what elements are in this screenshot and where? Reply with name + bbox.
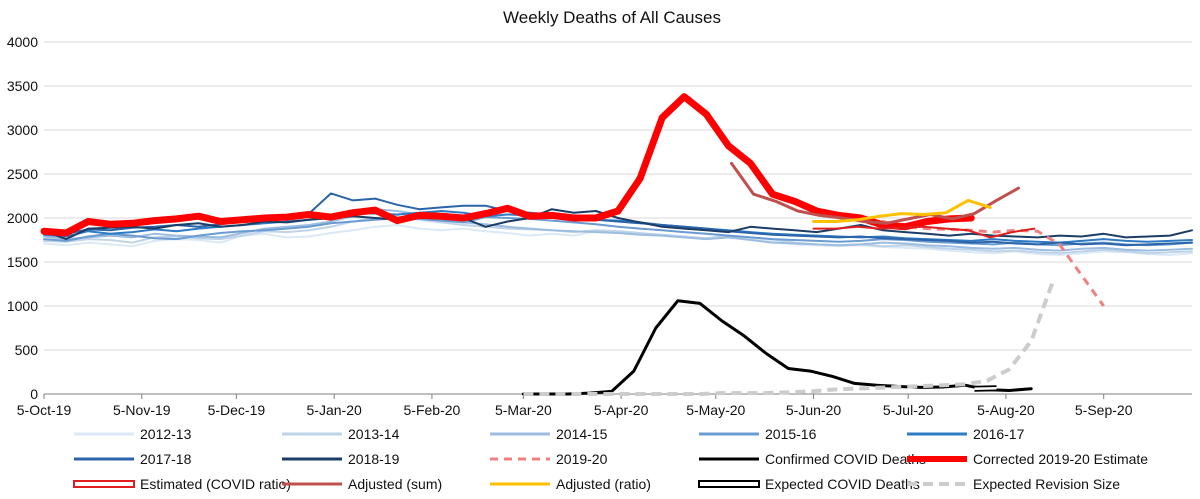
series-line-estimated-covid-ratio (812, 225, 1036, 239)
x-tick-label: 5-May-20 (686, 402, 745, 418)
legend-label: 2016-17 (973, 426, 1025, 442)
legend-label: Adjusted (ratio) (556, 476, 651, 492)
chart-title: Weekly Deaths of All Causes (503, 8, 721, 27)
legend: 2012-13 2013-14 2014-15 2015-16 2016-17 2017-… (73, 426, 1148, 492)
legend-label: Confirmed COVID Deaths (765, 451, 926, 467)
legend-label: Expected Revision Size (973, 476, 1120, 492)
x-tick-label: 5-Jul-20 (883, 402, 934, 418)
x-tick-label: 5-Jun-20 (786, 402, 841, 418)
y-tick-label: 0 (30, 386, 38, 402)
legend-label: 2019-20 (556, 451, 608, 467)
legend-label: 2014-15 (556, 426, 608, 442)
series-line-confirmed-covid-deaths (521, 299, 1033, 396)
y-tick-label: 2000 (7, 210, 38, 226)
y-tick-label: 3500 (7, 78, 38, 94)
legend-label: 2017-18 (140, 451, 192, 467)
x-tick-label: 5-Dec-19 (208, 402, 266, 418)
x-tick-label: 5-Feb-20 (404, 402, 461, 418)
y-tick-label: 500 (15, 342, 39, 358)
x-tick-label: 5-Jan-20 (307, 402, 362, 418)
series-lines (40, 93, 1193, 396)
x-tick-label: 5-Sep-20 (1075, 402, 1133, 418)
series-line-2015-16 (43, 216, 1193, 247)
legend-swatch (73, 480, 135, 488)
legend-label: Corrected 2019-20 Estimate (973, 451, 1148, 467)
x-axis: 5-Oct-19 5-Nov-19 5-Dec-19 5-Jan-20 5-Feb-20… (17, 393, 1192, 418)
y-tick-label: 4000 (7, 34, 38, 50)
x-tick-label: 5-Apr-20 (594, 402, 649, 418)
legend-swatch (698, 480, 760, 488)
series-line-adjusted-ratio (812, 198, 992, 223)
series-line-2019-20 (43, 95, 1105, 307)
legend-label: 2012-13 (140, 426, 192, 442)
x-tick-label: 5-Aug-20 (977, 402, 1035, 418)
y-axis: 0 500 1000 1500 2000 2500 3000 3500 4000 (7, 34, 38, 402)
y-tick-label: 1000 (7, 298, 38, 314)
series-line-2013-14 (43, 215, 1193, 255)
x-tick-label: 5-Mar-20 (495, 402, 552, 418)
legend-label: 2018-19 (348, 451, 400, 467)
series-line-expected-revision-size (523, 279, 1056, 396)
legend-label: Estimated (COVID ratio) (140, 476, 291, 492)
series-line-2014-15 (43, 208, 1193, 252)
legend-label: 2015-16 (765, 426, 817, 442)
y-tick-label: 1500 (7, 254, 38, 270)
x-tick-label: 5-Oct-19 (17, 402, 72, 418)
y-tick-label: 3000 (7, 122, 38, 138)
legend-label: 2013-14 (348, 426, 400, 442)
x-tick-label: 5-Nov-19 (113, 402, 171, 418)
y-tick-label: 2500 (7, 166, 38, 182)
series-line-corrected-2019-20-estimate (40, 93, 975, 237)
legend-label: Expected COVID Deaths (765, 476, 920, 492)
legend-label: Adjusted (sum) (348, 476, 442, 492)
series-line-adjusted-sum (730, 161, 1020, 225)
